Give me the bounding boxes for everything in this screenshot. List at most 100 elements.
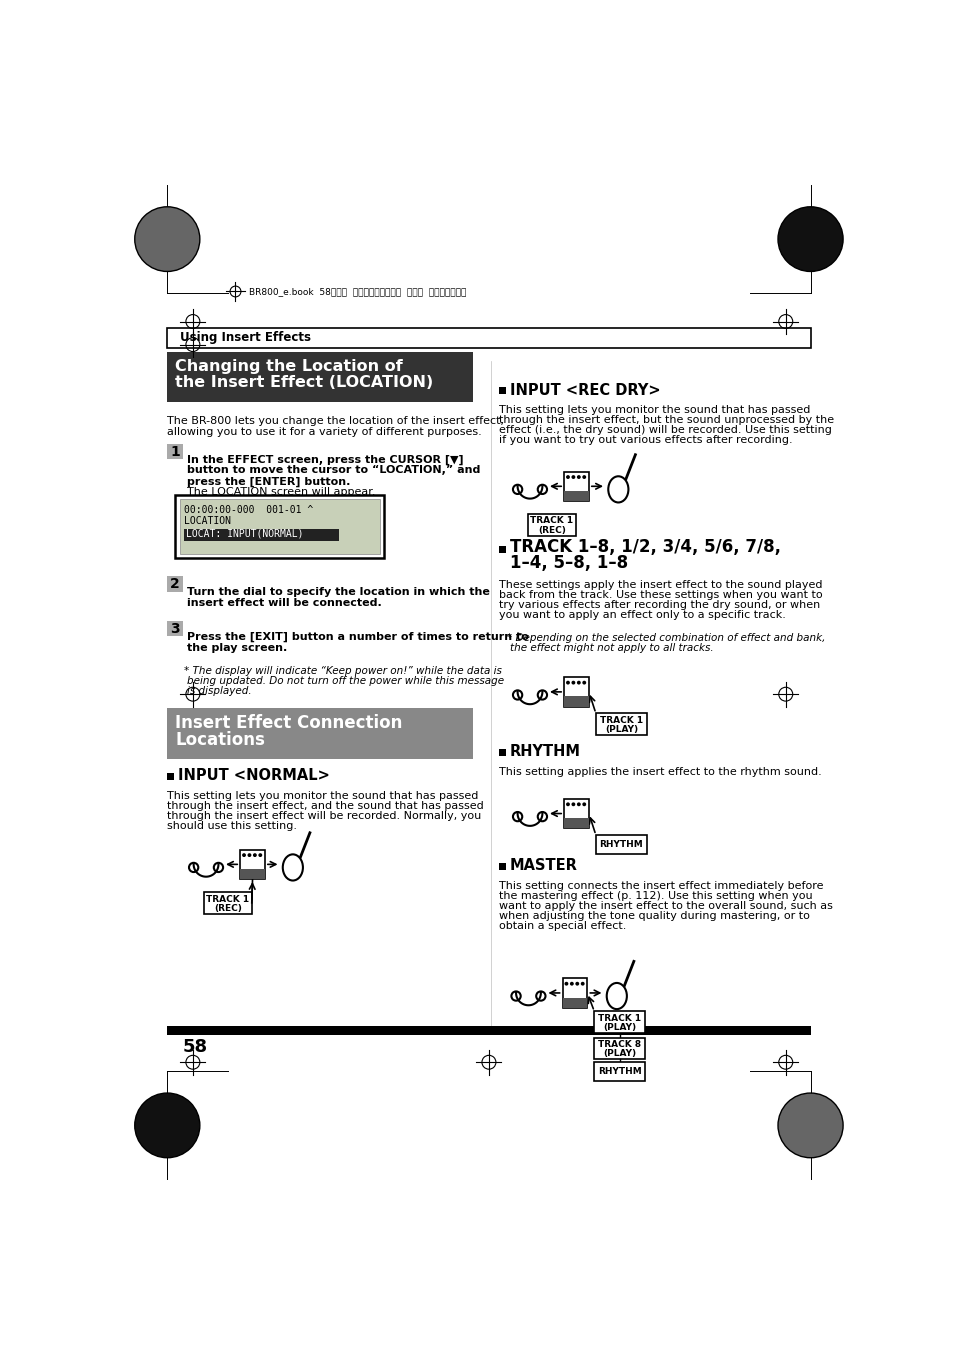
Bar (167, 708, 473, 759)
Text: MASTER: MASTER (509, 858, 578, 873)
Bar (498, 386, 505, 394)
Bar (498, 748, 505, 755)
Text: (PLAY): (PLAY) (602, 1023, 636, 1032)
Bar (167, 577, 183, 592)
Text: This setting lets you monitor the sound that has passed: This setting lets you monitor the sound … (167, 792, 478, 801)
Text: the play screen.: the play screen. (187, 643, 288, 653)
Text: press the [ENTER] button.: press the [ENTER] button. (187, 477, 351, 486)
Bar (167, 351, 473, 403)
Text: The LOCATION screen will appear.: The LOCATION screen will appear. (187, 488, 375, 497)
Text: TRACK 1: TRACK 1 (206, 894, 249, 904)
Bar (594, 1012, 645, 1034)
Text: 58: 58 (183, 1039, 208, 1056)
Circle shape (778, 207, 842, 272)
Bar (563, 819, 588, 828)
Bar (498, 863, 505, 870)
Bar (563, 697, 588, 707)
Bar (167, 328, 810, 347)
Text: BR800_e.book  58ページ  ２０１０年３月２日  火曜日  午後６時４０分: BR800_e.book 58ページ ２０１０年３月２日 火曜日 午後６時４０分 (249, 286, 466, 296)
Bar (184, 528, 339, 540)
Text: * Depending on the selected combination of effect and bank,: * Depending on the selected combination … (506, 632, 824, 643)
Circle shape (134, 207, 199, 272)
Text: the effect might not apply to all tracks.: the effect might not apply to all tracks… (509, 643, 713, 653)
Circle shape (242, 854, 246, 857)
Circle shape (565, 802, 569, 807)
Text: The BR-800 lets you change the location of the insert effect,: The BR-800 lets you change the location … (167, 416, 504, 426)
Text: INPUT <NORMAL>: INPUT <NORMAL> (178, 769, 330, 784)
Text: when adjusting the tone quality during mastering, or to: when adjusting the tone quality during m… (498, 912, 809, 921)
Circle shape (778, 1093, 842, 1158)
Bar (596, 835, 646, 854)
Text: the Insert Effect (LOCATION): the Insert Effect (LOCATION) (174, 374, 433, 389)
Text: (PLAY): (PLAY) (602, 1050, 636, 1058)
Circle shape (581, 476, 585, 480)
Bar (167, 621, 183, 636)
Text: This setting applies the insert effect to the rhythm sound.: This setting applies the insert effect t… (498, 767, 821, 777)
Text: TRACK 1: TRACK 1 (599, 716, 642, 725)
Bar (563, 798, 588, 828)
Circle shape (247, 854, 252, 857)
Text: INPUT <REC DRY>: INPUT <REC DRY> (509, 382, 659, 397)
Text: Insert Effect Connection: Insert Effect Connection (174, 715, 402, 732)
Text: RHYTHM: RHYTHM (598, 1067, 641, 1075)
Circle shape (577, 802, 580, 807)
Text: being updated. Do not turn off the power while this message: being updated. Do not turn off the power… (187, 676, 504, 686)
Bar (563, 471, 588, 501)
Circle shape (569, 982, 573, 986)
Text: (REC): (REC) (213, 904, 241, 913)
Text: 1–4, 5–8, 1–8: 1–4, 5–8, 1–8 (509, 554, 627, 571)
Text: 2: 2 (170, 577, 180, 592)
Circle shape (580, 982, 584, 986)
Text: This setting lets you monitor the sound that has passed: This setting lets you monitor the sound … (498, 405, 809, 416)
Circle shape (571, 681, 575, 685)
Text: the mastering effect (p. 112). Use this setting when you: the mastering effect (p. 112). Use this … (498, 892, 812, 901)
Text: TRACK 1: TRACK 1 (598, 1013, 640, 1023)
Text: effect (i.e., the dry sound) will be recorded. Use this setting: effect (i.e., the dry sound) will be rec… (498, 426, 831, 435)
Bar (562, 997, 587, 1008)
Circle shape (577, 681, 580, 685)
Circle shape (575, 982, 578, 986)
Bar (174, 494, 384, 558)
Bar (563, 490, 588, 501)
Text: you want to apply an effect only to a specific track.: you want to apply an effect only to a sp… (498, 611, 785, 620)
Text: Turn the dial to specify the location in which the: Turn the dial to specify the location in… (187, 588, 490, 597)
Text: Using Insert Effects: Using Insert Effects (179, 331, 311, 345)
Text: These settings apply the insert effect to the sound played: These settings apply the insert effect t… (498, 580, 821, 590)
Bar (596, 713, 646, 735)
Text: through the insert effect, but the sound unprocessed by the: through the insert effect, but the sound… (498, 416, 833, 426)
Text: want to apply the insert effect to the overall sound, such as: want to apply the insert effect to the o… (498, 901, 832, 912)
Text: This setting connects the insert effect immediately before: This setting connects the insert effect … (498, 881, 822, 892)
Bar (167, 773, 174, 780)
Text: * The display will indicate “Keep power on!” while the data is: * The display will indicate “Keep power … (184, 666, 501, 676)
Bar (167, 444, 183, 459)
Circle shape (258, 854, 262, 857)
Circle shape (571, 476, 575, 480)
Text: (REC): (REC) (537, 526, 565, 535)
Bar (167, 1025, 810, 1035)
Bar (563, 677, 588, 707)
Text: 1: 1 (170, 444, 180, 458)
Text: TRACK 8: TRACK 8 (598, 1040, 640, 1048)
Circle shape (253, 854, 256, 857)
Text: button to move the cursor to “LOCATION,” and: button to move the cursor to “LOCATION,”… (187, 466, 480, 476)
Circle shape (581, 802, 585, 807)
Circle shape (134, 1093, 199, 1158)
Bar (498, 546, 505, 554)
Circle shape (571, 802, 575, 807)
Circle shape (577, 476, 580, 480)
Text: In the EFFECT screen, press the CURSOR [▼]: In the EFFECT screen, press the CURSOR [… (187, 455, 463, 465)
Text: 3: 3 (170, 621, 180, 636)
Text: Changing the Location of: Changing the Location of (174, 359, 402, 374)
Text: through the insert effect will be recorded. Normally, you: through the insert effect will be record… (167, 811, 481, 821)
Bar (240, 869, 265, 880)
Text: 00:00:00-000  001-01 ^: 00:00:00-000 001-01 ^ (184, 505, 314, 515)
Text: allowing you to use it for a variety of different purposes.: allowing you to use it for a variety of … (167, 427, 481, 436)
Bar (562, 978, 587, 1008)
Text: is displayed.: is displayed. (187, 686, 252, 696)
Bar (594, 1062, 645, 1081)
Text: back from the track. Use these settings when you want to: back from the track. Use these settings … (498, 590, 821, 600)
Bar (240, 850, 265, 880)
Text: through the insert effect, and the sound that has passed: through the insert effect, and the sound… (167, 801, 483, 811)
Text: obtain a special effect.: obtain a special effect. (498, 921, 626, 931)
Text: LOCATION: LOCATION (184, 516, 232, 526)
